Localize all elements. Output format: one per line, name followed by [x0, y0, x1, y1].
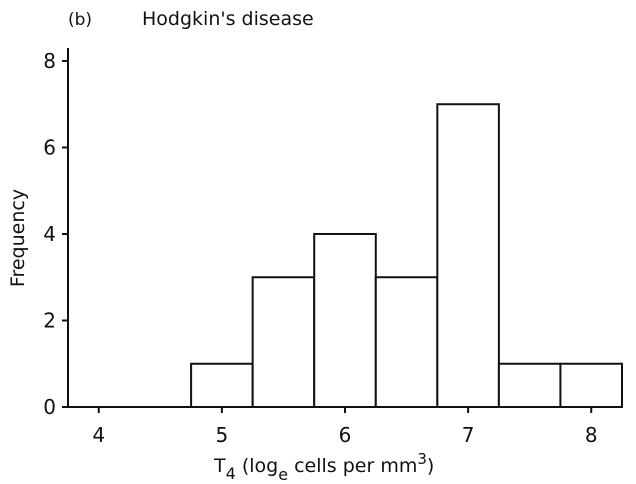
histogram-bar: [190, 362, 254, 408]
x-axis-label-pre: (log: [236, 455, 278, 477]
chart-title: Hodgkin's disease: [142, 8, 314, 30]
x-ticks-group: 4 5 6 7 8: [92, 407, 598, 447]
x-tick-label: 4: [92, 423, 105, 447]
histogram-bar: [313, 232, 377, 408]
x-axis-label: T4 (loge cells per mm3): [213, 450, 434, 484]
x-tick-label: 6: [339, 423, 352, 447]
panel-label: (b): [68, 10, 92, 30]
x-axis-label-sup: 3: [417, 450, 427, 468]
x-axis-label-close: ): [427, 455, 434, 477]
y-tick-label: 2: [43, 308, 56, 332]
y-tick-label: 6: [43, 135, 56, 159]
x-axis-label-post: cells per mm: [288, 455, 417, 477]
x-axis-label-main: T: [213, 455, 226, 477]
x-axis-label-sub: 4: [226, 464, 236, 483]
histogram-bar: [436, 103, 500, 408]
y-tick-label: 0: [43, 395, 56, 419]
bars-group: [190, 103, 624, 408]
x-tick-label: 8: [585, 423, 598, 447]
x-tick-label: 7: [462, 423, 475, 447]
histogram-bar: [251, 276, 316, 408]
y-ticks-group: 0 2 4 6 8: [43, 49, 68, 419]
x-axis-label-sub2: e: [278, 465, 288, 484]
histogram-bar: [559, 362, 624, 408]
x-tick-label: 5: [216, 423, 229, 447]
y-axis-label: Frequency: [7, 189, 29, 287]
y-tick-label: 4: [43, 222, 56, 246]
histogram-bar: [374, 276, 439, 408]
y-tick-label: 8: [43, 49, 56, 73]
histogram-bar: [497, 362, 562, 408]
